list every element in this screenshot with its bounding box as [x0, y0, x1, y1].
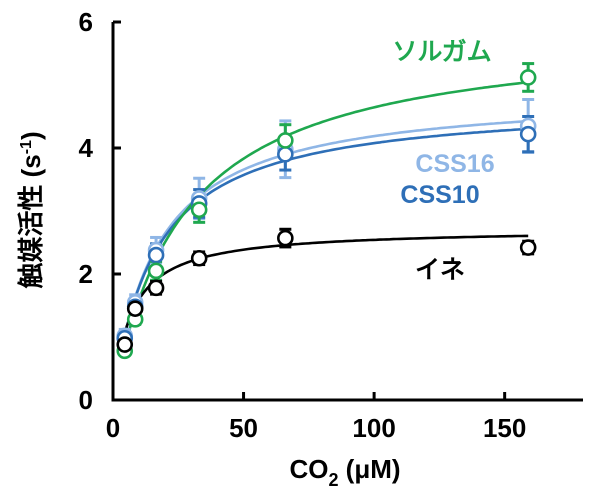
- y-tick-label: 2: [79, 259, 93, 289]
- fit-curve-2: [122, 81, 529, 353]
- series-label-3: イネ: [415, 256, 465, 284]
- y-axis-title-close: ): [16, 131, 46, 140]
- data-point: [190, 201, 208, 219]
- data-point: [519, 239, 537, 256]
- y-axis-title: 触媒活性 (s-1): [16, 131, 46, 288]
- series-label-1: CSS10: [400, 181, 479, 209]
- data-point: [147, 246, 165, 264]
- fit-curve-3: [122, 234, 529, 339]
- x-axis-title: CO2 (μM): [289, 454, 400, 490]
- x-axis-title-subscript: 2: [328, 470, 338, 490]
- x-axis-title-main: CO: [289, 454, 328, 484]
- fit-curves: [122, 81, 529, 353]
- data-point: [277, 146, 294, 163]
- y-tick-label: 0: [79, 385, 93, 415]
- x-axis-title-unit: (μM): [338, 454, 400, 484]
- x-tick-label: 50: [229, 413, 258, 443]
- y-tick-label: 4: [79, 133, 94, 163]
- data-point: [147, 279, 165, 297]
- data-point: [126, 300, 144, 317]
- x-tick-label: 100: [352, 413, 395, 443]
- data-point: [277, 229, 294, 247]
- x-tick-label: 0: [106, 413, 120, 443]
- series-label-2: ソルガム: [392, 38, 491, 66]
- data-point: [277, 132, 294, 149]
- data-point: [519, 125, 537, 143]
- error-bars: [118, 62, 535, 357]
- data-points: [116, 69, 537, 360]
- data-point: [147, 262, 165, 280]
- data-point: [116, 336, 134, 353]
- y-axis-title-superscript: -1: [18, 140, 35, 154]
- fit-curve-1: [122, 127, 529, 342]
- y-axis-title-main: 触媒活性: [16, 185, 46, 289]
- series-label-0: CSS16: [415, 150, 494, 178]
- data-point: [190, 249, 208, 267]
- data-point: [519, 69, 537, 86]
- y-axis-title-unit: (s: [16, 154, 46, 184]
- y-tick-label: 6: [79, 7, 93, 37]
- x-tick-label: 150: [483, 413, 526, 443]
